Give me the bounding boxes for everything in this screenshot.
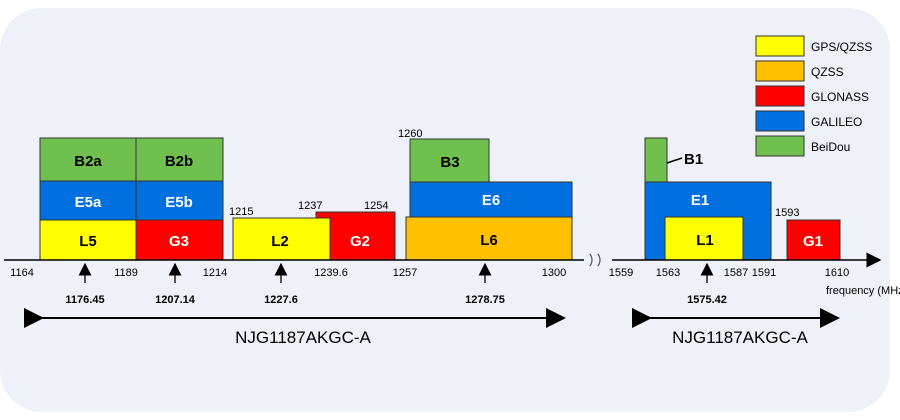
axis-tick-label: 1214 xyxy=(203,267,227,279)
legend-swatch xyxy=(755,35,805,57)
band-label-b3: B3 xyxy=(440,154,459,171)
axis-tick-label: 1257 xyxy=(393,267,417,279)
legend-item-glonass: GLONASS xyxy=(755,85,869,107)
legend-item-gps-qzss: GPS/QZSS xyxy=(755,35,872,57)
band-label-e5b: E5b xyxy=(165,194,193,211)
legend: GPS/QZSS QZSS GLONASS GALILEO BeiDou xyxy=(755,35,872,157)
axis-title: frequency (MHz) xyxy=(826,285,900,297)
legend-label: QZSS xyxy=(811,65,844,79)
axis-tick-label: 1587 xyxy=(724,267,748,279)
band-g1 xyxy=(786,219,841,261)
axis-tick-label: 1563 xyxy=(656,267,680,279)
product-range-right: NJG1187AKGC-A xyxy=(632,308,840,347)
legend-item-beidou: BeiDou xyxy=(755,135,850,157)
legend-swatch xyxy=(755,110,805,132)
center-frequency-markers: 1176.45 1207.14 1227.6 1278.75 1575.42 xyxy=(65,262,727,306)
band-e5a xyxy=(39,180,137,221)
edge-labels: 1215 1237 1254 1260 1593 xyxy=(229,128,799,219)
band-l1 xyxy=(664,216,744,261)
band-group-l5: B2a B2b E5a E5b L5 G3 xyxy=(39,137,224,261)
band-b3 xyxy=(409,138,490,183)
legend-swatch xyxy=(755,135,805,157)
product-range-left: NJG1187AKGC-A xyxy=(24,308,566,347)
legend-item-galileo: GALILEO xyxy=(755,110,862,132)
band-e6 xyxy=(409,181,573,218)
band-label-b2b: B2b xyxy=(165,153,193,170)
legend-label: GPS/QZSS xyxy=(811,40,872,54)
band-label-l5: L5 xyxy=(79,233,97,250)
axis-tick-label: 1189 xyxy=(114,267,138,279)
band-label-b2a: B2a xyxy=(74,153,102,170)
legend-label: GALILEO xyxy=(811,115,862,129)
center-freq-label: 1227.6 xyxy=(264,294,298,306)
band-l2 xyxy=(232,217,331,261)
product-label: NJG1187AKGC-A xyxy=(672,328,808,347)
band-group-l1: B1 E1 L1 G1 xyxy=(644,137,841,261)
band-b1 xyxy=(644,137,668,183)
center-freq-label: 1575.42 xyxy=(687,294,727,306)
band-label-l2: L2 xyxy=(271,233,289,250)
band-label-g2: G2 xyxy=(350,233,370,250)
frequency-axis: 1164 1189 1214 1239.6 1257 1300 1559 156… xyxy=(4,252,900,297)
product-label: NJG1187AKGC-A xyxy=(235,328,371,347)
edge-label: 1593 xyxy=(775,207,799,219)
band-label-e1: E1 xyxy=(691,192,709,209)
axis-tick-label: 1239.6 xyxy=(314,267,348,279)
axis-tick-label: 1164 xyxy=(10,267,34,279)
axis-break xyxy=(589,253,601,267)
band-group-l6: B3 E6 L6 xyxy=(405,138,573,261)
band-label-l6: L6 xyxy=(480,232,498,249)
legend-swatch xyxy=(755,60,805,82)
center-freq-label: 1176.45 xyxy=(65,294,104,306)
edge-label: 1215 xyxy=(229,206,253,218)
band-label-g3: G3 xyxy=(169,233,189,250)
edge-label: 1237 xyxy=(298,200,322,212)
band-label-l1: L1 xyxy=(696,232,714,249)
legend-label: GLONASS xyxy=(811,90,869,104)
band-label-b1: B1 xyxy=(684,151,703,168)
axis-tick-label: 1591 xyxy=(752,267,776,279)
legend-swatch xyxy=(755,85,805,107)
band-b2a xyxy=(39,137,137,182)
axis-tick-label: 1610 xyxy=(825,267,849,279)
axis-tick-label: 1559 xyxy=(609,267,633,279)
center-freq-label: 1278.75 xyxy=(465,294,505,306)
edge-label: 1254 xyxy=(364,200,388,212)
band-group-l2: G2 L2 xyxy=(232,211,396,261)
legend-label: BeiDou xyxy=(811,140,850,154)
legend-item-qzss: QZSS xyxy=(755,60,844,82)
band-label-e5a: E5a xyxy=(75,194,102,211)
band-label-e6: E6 xyxy=(482,192,500,209)
axis-tick-label: 1300 xyxy=(542,267,566,279)
edge-label: 1260 xyxy=(398,128,422,140)
band-label-g1: G1 xyxy=(803,233,823,250)
b1-leader-line xyxy=(666,157,683,164)
center-freq-label: 1207.14 xyxy=(155,294,196,306)
band-b2b xyxy=(135,137,224,182)
